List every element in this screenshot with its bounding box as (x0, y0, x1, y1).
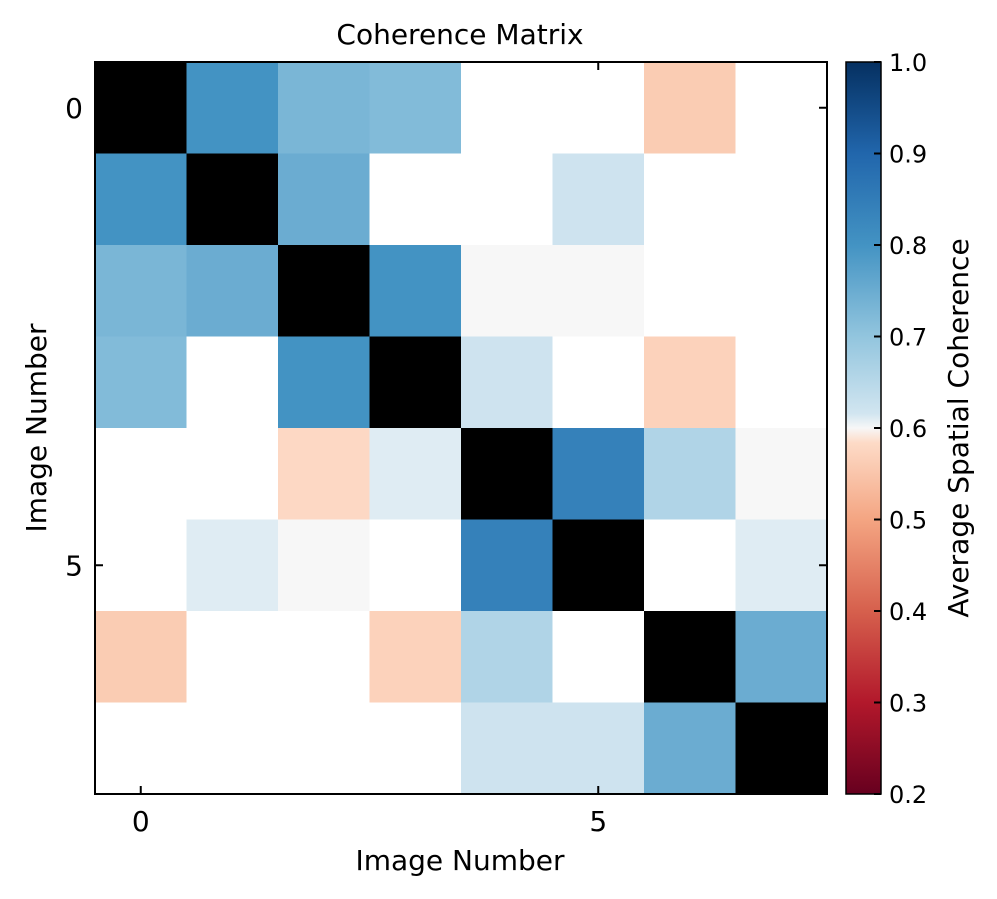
heatmap-cell (644, 428, 737, 521)
heatmap-cell (735, 153, 828, 246)
heatmap-cell (461, 336, 554, 429)
heatmap-cell (95, 336, 188, 429)
heatmap-cell (369, 519, 462, 612)
heatmap-cell (186, 245, 279, 338)
heatmap-cell (186, 336, 279, 429)
heatmap-cell (552, 428, 645, 521)
colorbar-ticks: 1.0 0.9 0.8 0.7 0.6 0.5 0.4 0.3 0.2 (874, 49, 927, 809)
heatmap-cell (278, 336, 371, 429)
heatmap-cell (552, 245, 645, 338)
heatmap-cell (369, 428, 462, 521)
heatmap-cell (369, 245, 462, 338)
heatmap-cell (186, 611, 279, 704)
colorbar-tick-label: 0.4 (889, 598, 927, 626)
colorbar-tick-label: 0.8 (889, 232, 927, 260)
colorbar-tick-label: 0.7 (889, 324, 927, 352)
colorbar-tick-label: 0.6 (889, 415, 927, 443)
heatmap-cell (369, 62, 462, 155)
heatmap-cell (278, 62, 371, 155)
heatmap-cell (278, 153, 371, 246)
y-axis-label: Image Number (20, 323, 53, 533)
heatmap-cell (735, 428, 828, 521)
x-tick-label: 0 (132, 805, 150, 838)
heatmap-cell (95, 62, 188, 155)
heatmap-cell (95, 153, 188, 246)
heatmap-cell (278, 611, 371, 704)
chart-title: Coherence Matrix (336, 18, 583, 51)
heatmap-cell (644, 336, 737, 429)
heatmap-cell (552, 336, 645, 429)
heatmap-cell (644, 62, 737, 155)
heatmap-cell (186, 702, 279, 795)
heatmap-cell (552, 611, 645, 704)
heatmap-cell (369, 336, 462, 429)
heatmap-cell (461, 153, 554, 246)
y-axis-ticks: 05 (65, 92, 827, 582)
heatmap-cell (461, 245, 554, 338)
heatmap-cell (461, 62, 554, 155)
heatmap-cell (461, 611, 554, 704)
heatmap-cell (735, 611, 828, 704)
colorbar-tick-label: 0.2 (889, 781, 927, 809)
heatmap-cell (95, 519, 188, 612)
heatmap-cell (735, 702, 828, 795)
colorbar-label: Average Spatial Coherence (942, 238, 975, 617)
colorbar-tick-label: 0.3 (889, 690, 927, 718)
heatmap-cell (644, 702, 737, 795)
x-axis-label: Image Number (355, 844, 565, 877)
heatmap-cell (552, 153, 645, 246)
heatmap-cell (552, 702, 645, 795)
heatmap-cell (369, 611, 462, 704)
heatmap-cell (95, 702, 188, 795)
heatmap-cell (552, 62, 645, 155)
heatmap-cell (95, 611, 188, 704)
heatmap-cell (95, 428, 188, 521)
heatmap-cell (186, 428, 279, 521)
heatmap-cell (461, 519, 554, 612)
colorbar-tick-label: 0.9 (889, 141, 927, 169)
heatmap-cell (278, 245, 371, 338)
heatmap-cell (95, 245, 188, 338)
heatmap-cell (644, 519, 737, 612)
y-tick-label: 5 (65, 549, 83, 582)
heatmap-cell (735, 62, 828, 155)
heatmap-cell (735, 336, 828, 429)
heatmap-cell (278, 702, 371, 795)
heatmap-cells (95, 62, 828, 795)
heatmap-cell (186, 153, 279, 246)
colorbar-tick-label: 1.0 (889, 49, 927, 77)
x-tick-label: 5 (589, 805, 607, 838)
heatmap-cell (369, 702, 462, 795)
heatmap-cell (186, 519, 279, 612)
heatmap-cell (369, 153, 462, 246)
plot-frame (94, 61, 828, 795)
heatmap-cell (644, 245, 737, 338)
heatmap-cell (278, 519, 371, 612)
heatmap-cell (735, 519, 828, 612)
heatmap-cell (644, 611, 737, 704)
heatmap-cell (461, 702, 554, 795)
heatmap-cell (278, 428, 371, 521)
heatmap-cell (461, 428, 554, 521)
heatmap-cell (644, 153, 737, 246)
y-tick-label: 0 (65, 92, 83, 125)
colorbar-tick-label: 0.5 (889, 507, 927, 535)
heatmap-cell (735, 245, 828, 338)
heatmap-cell (552, 519, 645, 612)
heatmap-cell (186, 62, 279, 155)
